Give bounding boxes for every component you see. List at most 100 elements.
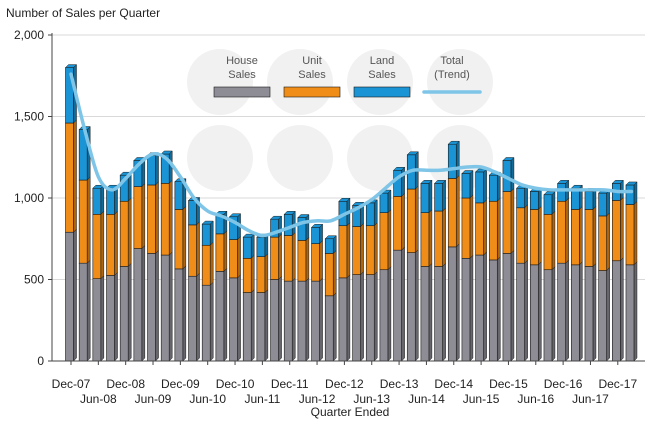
bar-land-sales [625, 184, 635, 205]
x-tick-label: Dec-08 [106, 377, 145, 391]
bar-stack [516, 184, 529, 362]
bar-side [415, 185, 419, 254]
bar-house-sales [311, 280, 320, 362]
legend-swatch [213, 86, 271, 98]
x-tick-label: Dec-14 [434, 377, 473, 391]
bar-unit-sales [297, 240, 307, 282]
x-tick-label: Jun-16 [517, 392, 554, 406]
x-tick-label: Dec-13 [380, 377, 419, 391]
bar-land-sales [256, 236, 266, 257]
bar-unit-sales [488, 200, 498, 261]
bar-house-sales [529, 264, 539, 362]
bar-unit-sales [242, 258, 252, 293]
bar-land-sales [475, 171, 484, 204]
bar-land-sales [365, 202, 375, 227]
bar-unit-sales [502, 191, 512, 254]
bar-side [483, 251, 487, 362]
bar-unit-sales [611, 200, 621, 262]
bar-side [442, 207, 446, 268]
bar-land-sales [188, 200, 197, 226]
legend-label: Sales [228, 69, 256, 81]
legend-item: Unit Sales [283, 55, 341, 98]
bar-side [538, 205, 542, 266]
bar-top [310, 224, 324, 228]
legend-label: Unit [302, 55, 322, 67]
bar-unit-sales [201, 244, 211, 286]
bar-unit-sales [133, 186, 143, 249]
legend-item: Total (Trend) [422, 55, 482, 94]
x-tick-label: Jun-13 [353, 392, 390, 406]
bar-unit-sales [516, 207, 525, 264]
bar-land-sales [516, 187, 525, 209]
bar-stack [256, 233, 269, 362]
bar-land-sales [434, 183, 443, 212]
bar-side [319, 277, 323, 362]
bar-stack [406, 151, 419, 362]
watermark-circle [267, 125, 333, 191]
bar-house-sales [160, 254, 170, 362]
bar-side [373, 222, 378, 276]
bar-side [579, 261, 583, 362]
bar-side [73, 228, 77, 362]
bar-unit-sales [188, 224, 197, 277]
bar-house-sales [201, 284, 211, 362]
bar-side [250, 254, 255, 294]
axes [48, 33, 645, 362]
bar-house-sales [65, 231, 74, 362]
bar-side [442, 262, 446, 362]
bar-side [223, 230, 228, 272]
bar-side [114, 210, 118, 277]
bar-unit-sales [365, 225, 375, 275]
bar-side [524, 204, 528, 264]
bar-house-sales [461, 258, 471, 362]
bar-side [168, 251, 173, 362]
bar-unit-sales [160, 183, 170, 256]
bar-side [401, 246, 405, 362]
x-tick-label: Jun-15 [463, 392, 500, 406]
bar-unit-sales [119, 200, 129, 267]
bar-house-sales [215, 271, 225, 362]
bar-top [283, 211, 296, 215]
y-tick-label: 0 [37, 354, 44, 368]
bar-house-sales [420, 266, 430, 362]
x-tick-label: Jun-09 [135, 392, 172, 406]
bar-unit-sales [324, 253, 334, 297]
bar-stack [160, 150, 173, 362]
bar-top [447, 140, 460, 145]
bar-side [100, 275, 105, 362]
watermark-circle [347, 49, 413, 115]
bar-side [264, 233, 269, 258]
bar-house-sales [297, 280, 307, 362]
bar-side [606, 189, 610, 217]
bars [64, 63, 638, 362]
bar-house-sales [283, 280, 293, 362]
x-tick-labels: Dec-07Jun-08Dec-08Jun-09Dec-09Jun-10Dec-… [52, 361, 637, 406]
bar-unit-sales [92, 214, 102, 279]
bar-side [401, 166, 405, 197]
bar-unit-sales [447, 178, 457, 248]
watermark-logo [187, 49, 493, 191]
bar-side [237, 235, 241, 279]
bar-side [305, 213, 310, 241]
legend: House Sales Unit Sales Land Sales Total (Trend) [213, 55, 482, 98]
bar-stack [187, 196, 201, 362]
bar-side [428, 209, 433, 268]
bar-side [346, 222, 351, 279]
bar-house-sales [625, 264, 635, 362]
bar-house-sales [406, 252, 416, 362]
bar-side [524, 259, 528, 362]
legend-swatch [283, 86, 341, 98]
bar-side [551, 210, 556, 271]
bar-side [633, 200, 638, 266]
bar-side [168, 179, 173, 256]
bar-stack [447, 140, 460, 362]
bar-side [209, 281, 214, 362]
bar-side [209, 241, 214, 286]
bar-side [127, 262, 132, 362]
bar-unit-sales [338, 225, 348, 279]
bar-house-sales [324, 295, 334, 362]
x-tick-label: Jun-10 [189, 392, 226, 406]
bar-house-sales [147, 253, 156, 362]
legend-label: House [226, 55, 258, 67]
